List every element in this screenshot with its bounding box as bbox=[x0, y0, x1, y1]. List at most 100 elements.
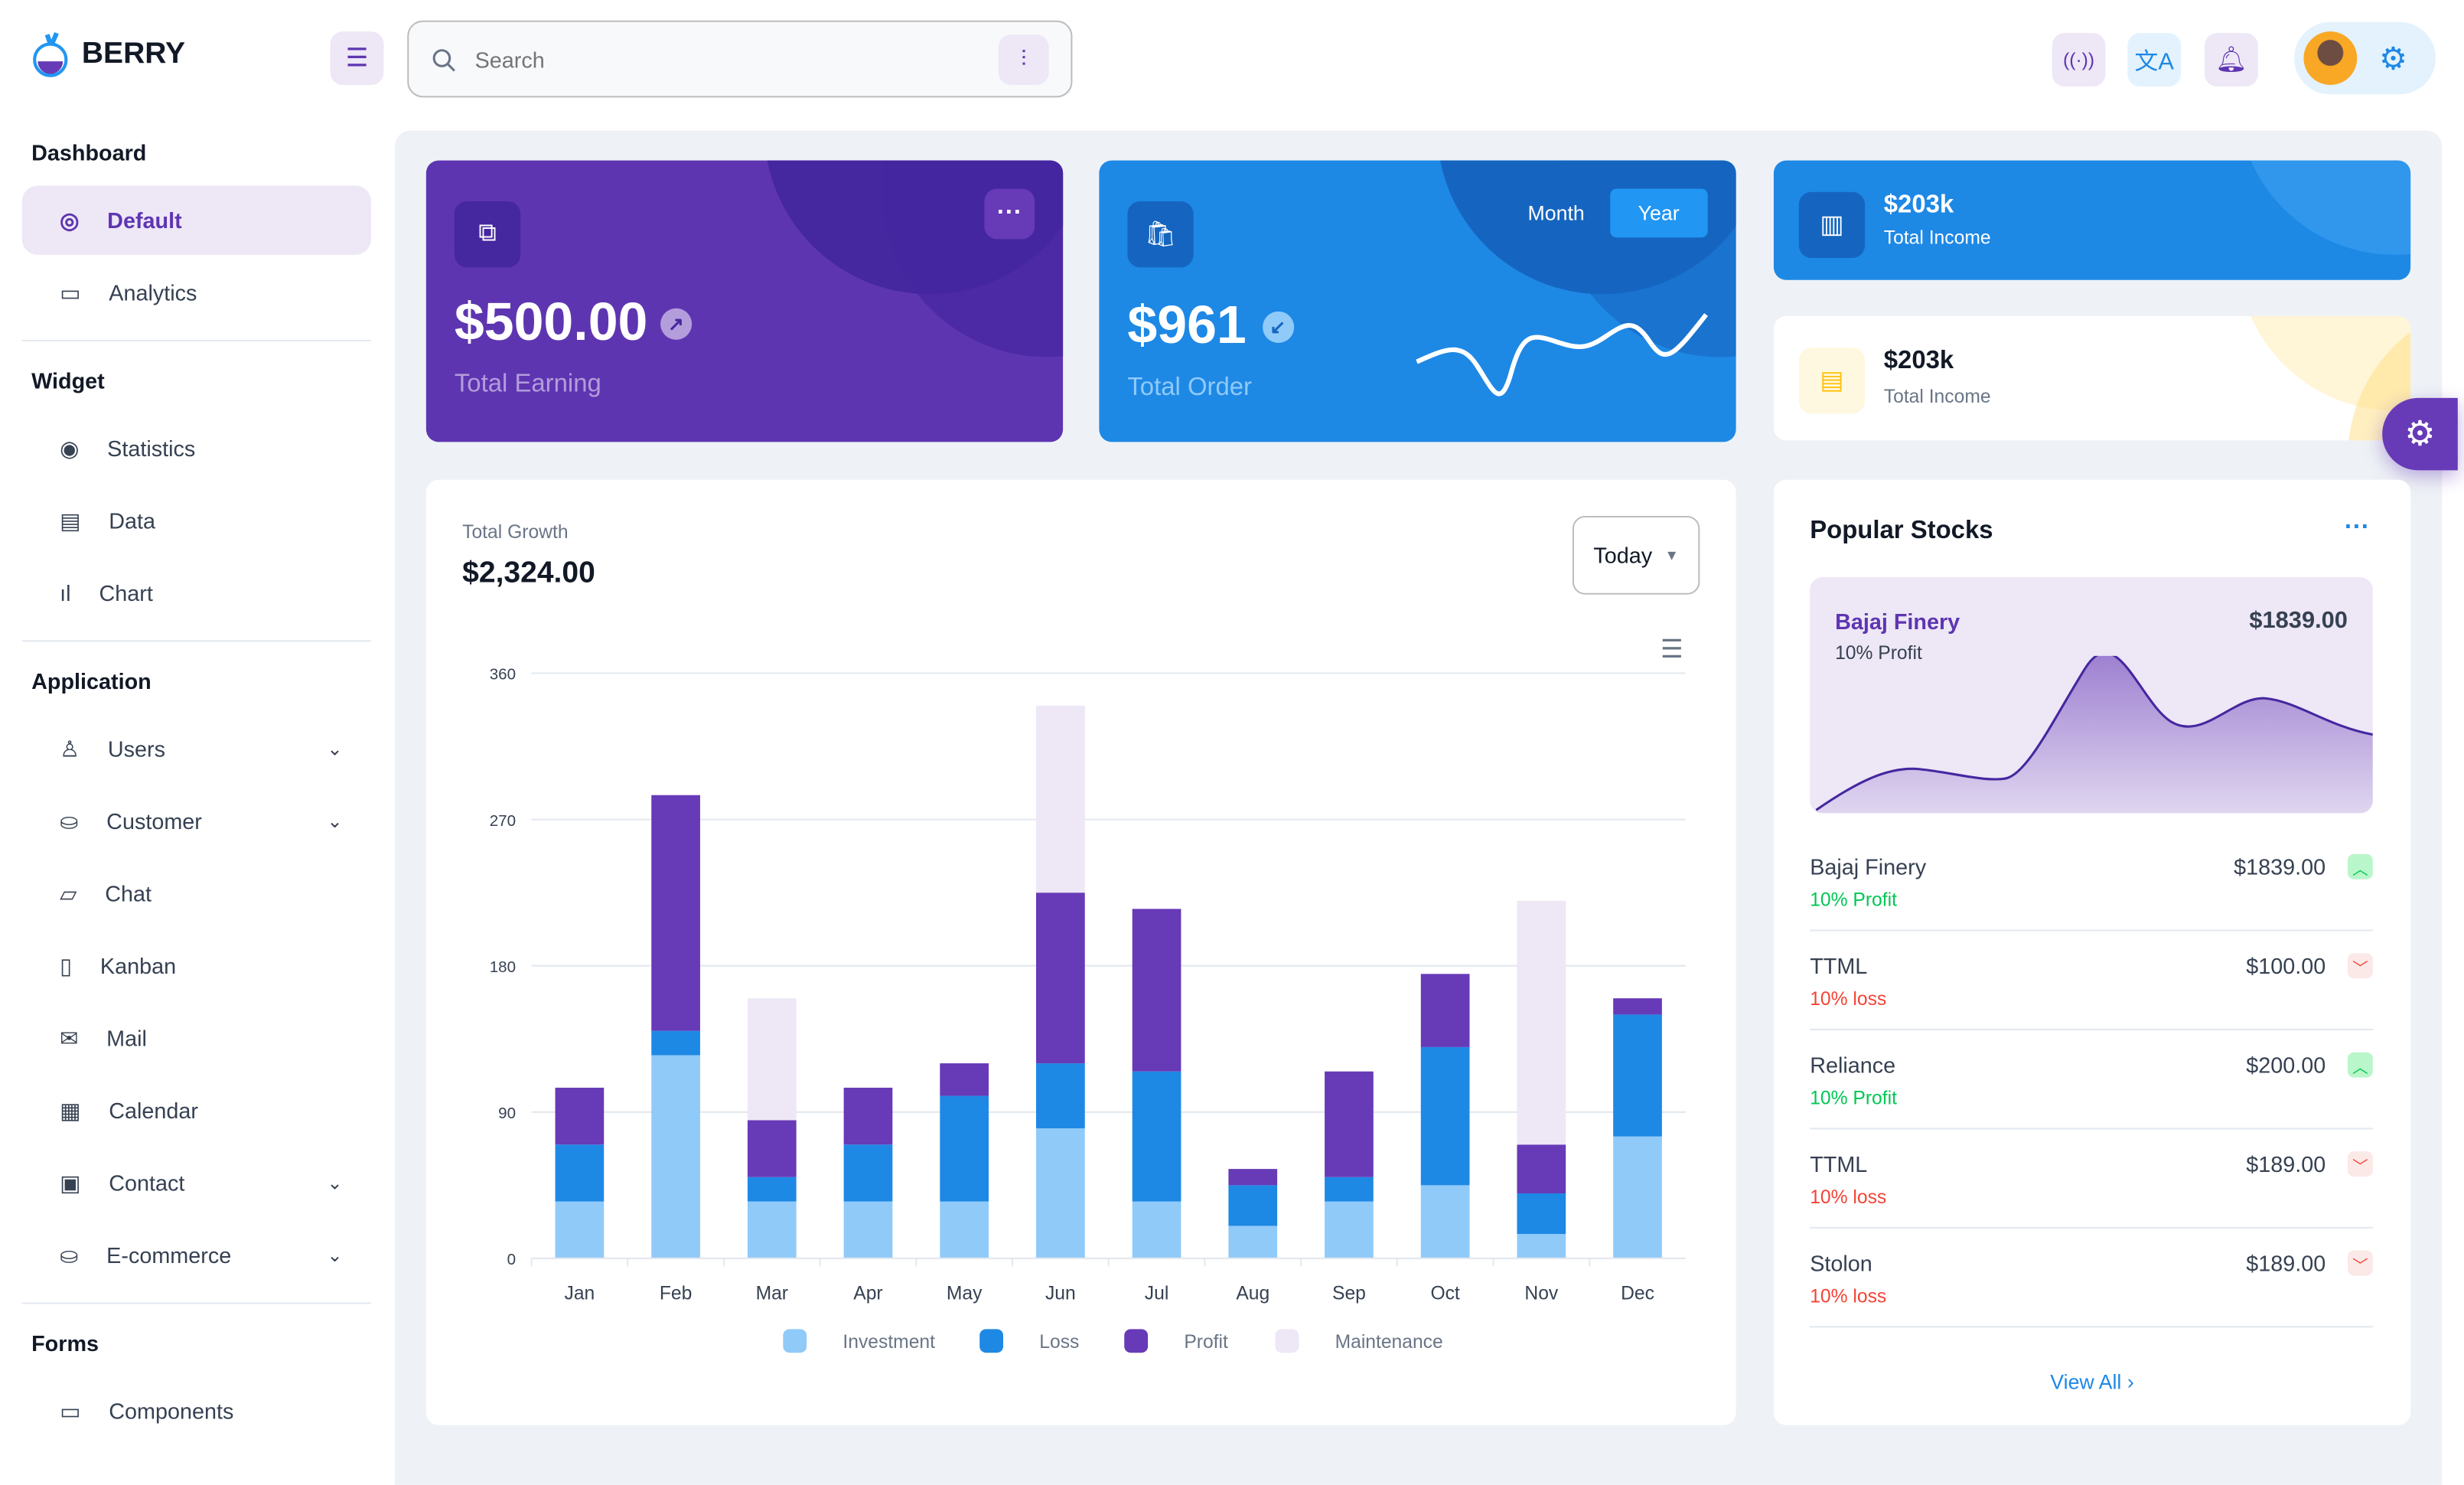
chart-menu-icon[interactable]: ☰ bbox=[1660, 637, 1683, 664]
customize-settings-button[interactable]: ⚙ bbox=[2382, 397, 2458, 471]
bar-investment-sep bbox=[1325, 1201, 1374, 1258]
sidebar-item-kanban[interactable]: ▯ Kanban bbox=[22, 932, 371, 1000]
components-icon: ▭ bbox=[60, 1397, 81, 1423]
basket-icon: ⛀ bbox=[60, 1242, 79, 1268]
y-tick-label: 180 bbox=[490, 958, 516, 976]
chat-icon: ▱ bbox=[60, 880, 77, 906]
chevron-down-icon: ⌄ bbox=[327, 810, 343, 833]
bar-profit-apr bbox=[843, 1087, 893, 1145]
sidebar-item-mail[interactable]: ✉ Mail bbox=[22, 1004, 371, 1072]
popular-stocks-card: Popular Stocks ··· Bajaj Finery $1839.00… bbox=[1773, 479, 2411, 1425]
sidebar-item-label: Data bbox=[109, 508, 156, 534]
legend-label[interactable]: Profit bbox=[1184, 1332, 1228, 1353]
y-tick-label: 270 bbox=[490, 812, 516, 830]
sidebar-item-label: Customer bbox=[106, 808, 202, 834]
section-title-dashboard: Dashboard bbox=[31, 139, 147, 165]
sidebar-item-chart[interactable]: ıl Chart bbox=[22, 558, 371, 627]
bar-profit-jan bbox=[555, 1087, 605, 1145]
language-button[interactable]: 文A bbox=[2127, 33, 2182, 87]
chevron-down-icon: ⌄ bbox=[327, 1244, 343, 1267]
sidebar-item-data[interactable]: ▤ Data bbox=[22, 486, 371, 555]
sidebar-item-ecommerce[interactable]: ⛀ E-commerce ⌄ bbox=[22, 1221, 371, 1290]
notifications-button[interactable]: 🔔︎ bbox=[2204, 33, 2258, 87]
legend-label[interactable]: Investment bbox=[843, 1332, 935, 1353]
sidebar-item-label: Chat bbox=[105, 880, 152, 906]
stock-change: 10% loss bbox=[1810, 1284, 1887, 1307]
bar-profit-nov bbox=[1517, 1144, 1566, 1193]
chevron-up-icon: ︿ bbox=[2347, 853, 2373, 880]
live-button[interactable]: ((·)) bbox=[2052, 33, 2106, 87]
gear-icon: ⚙ bbox=[2404, 413, 2436, 453]
bar-investment-aug bbox=[1228, 1226, 1278, 1258]
sidebar-item-calendar[interactable]: ▦ Calendar bbox=[22, 1076, 371, 1145]
sidebar-item-chat[interactable]: ▱ Chat bbox=[22, 859, 371, 928]
stock-row: TTML 10% loss $189.00 ﹀ bbox=[1810, 1129, 2373, 1229]
toggle-month-button[interactable]: Month bbox=[1527, 201, 1585, 225]
legend-label[interactable]: Loss bbox=[1039, 1332, 1079, 1353]
search-icon bbox=[432, 48, 455, 71]
sidebar-item-statistics[interactable]: ◉ Statistics bbox=[22, 413, 371, 482]
legend-marker[interactable] bbox=[783, 1329, 807, 1353]
bar-loss-mar bbox=[747, 1177, 797, 1202]
clipboard-icon: ▤ bbox=[60, 507, 81, 533]
bar-profit-may bbox=[940, 1063, 989, 1096]
search-input[interactable] bbox=[474, 46, 999, 72]
period-value: Today bbox=[1593, 542, 1653, 568]
stock-name: Reliance bbox=[1810, 1052, 1896, 1078]
user-icon: ♙ bbox=[60, 735, 80, 761]
sidebar-item-users[interactable]: ♙ Users ⌄ bbox=[22, 714, 371, 783]
total-income-card-secondary: ▤ $203k Total Income bbox=[1773, 316, 2411, 441]
bell-icon: 🔔︎ bbox=[2215, 47, 2247, 74]
total-order-card: 🛍︎ Month Year $961 ↙ Total Order bbox=[1099, 160, 1736, 442]
legend-marker[interactable] bbox=[1124, 1329, 1149, 1353]
shopping-bag-icon: 🛍︎ bbox=[1144, 221, 1177, 249]
divider bbox=[21, 640, 371, 642]
bar-profit-jul bbox=[1132, 909, 1181, 1072]
view-all-link[interactable]: View All › bbox=[1774, 1370, 2410, 1394]
profile-button[interactable]: ⚙ bbox=[2294, 21, 2436, 95]
x-tick-label: Oct bbox=[1430, 1283, 1459, 1304]
stock-value: $100.00 bbox=[2246, 953, 2326, 979]
chart-icon: ıl bbox=[60, 580, 71, 606]
toggle-year-button[interactable]: Year bbox=[1609, 188, 1708, 238]
wallet-icon: ⧉ bbox=[478, 220, 497, 247]
sidebar-item-customer[interactable]: ⛀ Customer ⌄ bbox=[22, 786, 371, 855]
bar-investment-may bbox=[940, 1201, 989, 1258]
total-growth-card: Total Growth $2,324.00 Today ▼ ☰ 0 90 180 27… bbox=[425, 479, 1736, 1425]
stock-name: TTML bbox=[1810, 1151, 1868, 1177]
more-options-icon[interactable]: ··· bbox=[2344, 514, 2370, 541]
sidebar-item-analytics[interactable]: ▭ Analytics bbox=[22, 258, 371, 327]
brand-logo[interactable]: BERRY bbox=[31, 31, 185, 79]
x-tick-label: Apr bbox=[853, 1283, 882, 1304]
chevron-right-icon: › bbox=[2127, 1369, 2134, 1394]
bar-loss-aug bbox=[1228, 1185, 1278, 1226]
more-options-button[interactable]: ··· bbox=[984, 188, 1035, 240]
chevron-down-icon: ﹀ bbox=[2347, 953, 2373, 979]
kanban-icon: ▯ bbox=[60, 952, 72, 978]
stock-row: Stolon 10% loss $189.00 ﹀ bbox=[1810, 1229, 2373, 1328]
hamburger-icon: ☰ bbox=[345, 45, 369, 73]
menu-toggle-button[interactable]: ☰ bbox=[330, 31, 384, 85]
legend-marker[interactable] bbox=[979, 1329, 1004, 1353]
bar-investment-feb bbox=[651, 1055, 700, 1258]
period-select[interactable]: Today ▼ bbox=[1572, 516, 1700, 595]
search-filter-button[interactable]: ⫶ bbox=[998, 34, 1049, 84]
divider bbox=[21, 339, 371, 341]
view-all-label: View All bbox=[2050, 1369, 2122, 1394]
sidebar-item-label: Kanban bbox=[99, 953, 177, 979]
broadcast-icon: ((·)) bbox=[2063, 48, 2095, 71]
stock-row: Bajaj Finery 10% Profit $1839.00 ︿ bbox=[1810, 832, 2373, 932]
sidebar-item-label: Default bbox=[107, 207, 182, 233]
bar-profit-aug bbox=[1228, 1169, 1278, 1186]
total-earning-card: ⧉ ··· $500.00 ↗ Total Earning bbox=[425, 160, 1064, 442]
sidebar-item-contact[interactable]: ▣ Contact ⌄ bbox=[22, 1148, 371, 1217]
legend-marker[interactable] bbox=[1275, 1329, 1299, 1353]
stock-row: Reliance 10% Profit $200.00 ︿ bbox=[1810, 1030, 2373, 1130]
stock-list: Bajaj Finery 10% Profit $1839.00 ︿ TTML 10% l… bbox=[1810, 832, 2373, 1328]
sidebar-item-components[interactable]: ▭ Components bbox=[22, 1376, 371, 1445]
chevron-up-icon: ︿ bbox=[2347, 1052, 2373, 1078]
stock-name: Stolon bbox=[1810, 1250, 1872, 1276]
sidebar-item-default[interactable]: ◎ Default bbox=[21, 185, 371, 255]
legend-label[interactable]: Maintenance bbox=[1335, 1332, 1443, 1353]
featured-stock: Bajaj Finery $1839.00 10% Profit bbox=[1810, 577, 2373, 814]
